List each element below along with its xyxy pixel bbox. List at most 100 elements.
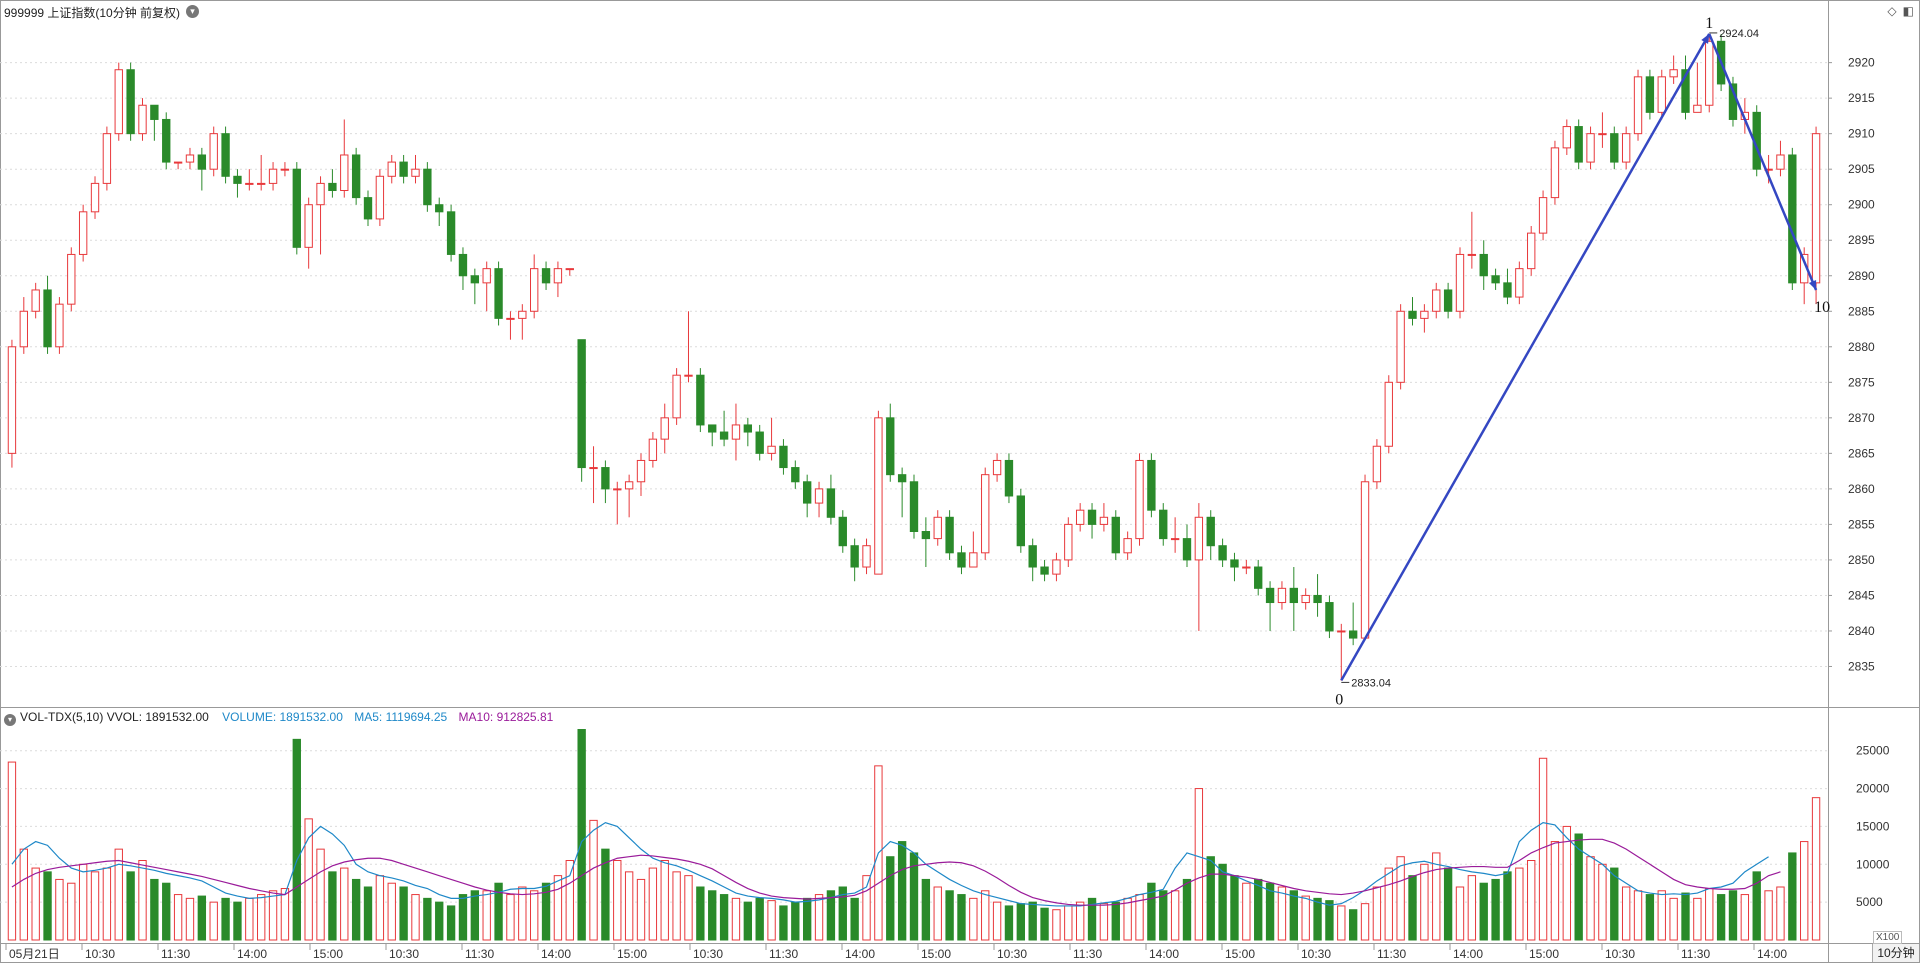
- volume-bar: [446, 905, 456, 941]
- volume-bar: [67, 882, 76, 941]
- candle-body: [1467, 253, 1477, 256]
- volume-bar: [1479, 882, 1488, 941]
- volume-bar: [423, 897, 432, 941]
- volume-bar: [684, 875, 693, 941]
- candle-body: [945, 516, 954, 554]
- volume-bar: [1669, 897, 1678, 941]
- candle-body: [1265, 587, 1275, 604]
- volume-bar: [779, 905, 788, 941]
- candle-body: [1289, 587, 1298, 604]
- volume-bar: [1087, 897, 1097, 941]
- time-tick-label: 14:00: [1453, 947, 1483, 961]
- volume-bar: [601, 848, 610, 941]
- candle-body: [1705, 40, 1714, 106]
- volume-bar: [518, 886, 527, 941]
- volume-bar: [541, 882, 551, 941]
- panel-toggle-icon[interactable]: ◧: [1902, 4, 1914, 18]
- volume-bar: [1728, 890, 1738, 941]
- price-tick-label: 2845: [1848, 588, 1875, 602]
- volume-bar: [399, 886, 408, 941]
- volume-bar: [1360, 903, 1370, 941]
- candle-body: [1028, 545, 1037, 568]
- volume-bar: [1159, 890, 1168, 941]
- candle-body: [553, 268, 563, 284]
- candle-body: [1325, 602, 1334, 632]
- candle-body: [1432, 289, 1441, 312]
- price-tick-label: 2840: [1848, 624, 1875, 638]
- candle-body: [577, 339, 586, 469]
- volume-bar: [1170, 890, 1180, 941]
- volume-bar: [850, 897, 859, 941]
- candle-body: [1598, 133, 1607, 136]
- candle-body: [1254, 566, 1263, 589]
- volume-bar: [1420, 863, 1429, 941]
- candle-body: [435, 204, 444, 213]
- price-tick-label: 2900: [1848, 198, 1875, 212]
- period-tab-10min[interactable]: 10分钟: [1872, 944, 1919, 962]
- chevron-down-icon[interactable]: ▾: [186, 5, 199, 18]
- volume-bar: [981, 890, 990, 941]
- volume-bar: [19, 848, 28, 941]
- wave-arrowhead: [1808, 279, 1817, 290]
- volume-bar: [1016, 903, 1026, 941]
- price-tick-label: 2895: [1848, 233, 1875, 247]
- volume-bar: [1372, 886, 1382, 941]
- volume-bar: [1432, 852, 1441, 941]
- volume-bar: [636, 878, 646, 941]
- time-tick-label: 15:00: [617, 947, 647, 961]
- time-tick-label: 05月21日: [9, 947, 60, 961]
- volume-tick-label: 20000: [1856, 782, 1890, 796]
- price-tick-label: 2920: [1848, 56, 1875, 70]
- volume-bar: [435, 901, 444, 941]
- volume-bar: [957, 894, 966, 941]
- volume-bar: [1491, 878, 1500, 941]
- candle-body: [1099, 516, 1109, 525]
- candle-body: [43, 289, 52, 348]
- volume-bar: [1396, 856, 1405, 941]
- candle-body: [221, 133, 230, 177]
- volume-bar: [1182, 878, 1192, 941]
- candle-body: [1087, 509, 1097, 525]
- diamond-icon[interactable]: ◇: [1887, 4, 1897, 18]
- candle-body: [743, 424, 753, 433]
- volume-bar: [1040, 907, 1049, 941]
- volume-bar: [838, 886, 847, 941]
- price-tick-label: 2880: [1848, 340, 1875, 354]
- volume-bar: [613, 860, 622, 941]
- low-price-annotation: 2833.04: [1351, 677, 1391, 689]
- volume-bar: [530, 890, 539, 941]
- candle-body: [660, 417, 669, 440]
- time-tick-label: 11:30: [1681, 947, 1710, 961]
- volume-bar: [1218, 863, 1227, 941]
- candle-body: [126, 69, 135, 135]
- candle-body: [185, 154, 195, 163]
- volume-bar: [363, 886, 373, 941]
- candle-body: [7, 346, 17, 454]
- candle-body: [114, 69, 123, 135]
- volume-bar: [375, 875, 385, 941]
- candle-body: [826, 488, 836, 518]
- candle-body: [874, 417, 883, 575]
- volume-bar: [458, 894, 468, 941]
- time-tick-label: 11:30: [465, 947, 494, 961]
- volume-bar: [1052, 909, 1061, 941]
- candle-body: [1075, 509, 1085, 525]
- candle-body: [909, 481, 919, 533]
- volume-tick-label: 15000: [1856, 819, 1890, 833]
- indicator-menu-icon[interactable]: ▾: [4, 714, 16, 726]
- candle-body: [755, 431, 764, 454]
- candle-body: [1420, 310, 1429, 319]
- volume-bar: [1621, 886, 1631, 941]
- candle-body: [1159, 509, 1168, 540]
- candle-body: [862, 545, 871, 568]
- time-tick-label: 11:30: [161, 947, 190, 961]
- time-tick-label: 11:30: [1073, 947, 1102, 961]
- candle-body: [1313, 594, 1322, 604]
- candle-body: [1669, 69, 1678, 78]
- volume-bar: [1645, 894, 1655, 941]
- candle-body: [613, 488, 622, 491]
- candle-body: [684, 374, 693, 377]
- candle-body: [672, 374, 681, 419]
- volume-bar: [1123, 897, 1132, 941]
